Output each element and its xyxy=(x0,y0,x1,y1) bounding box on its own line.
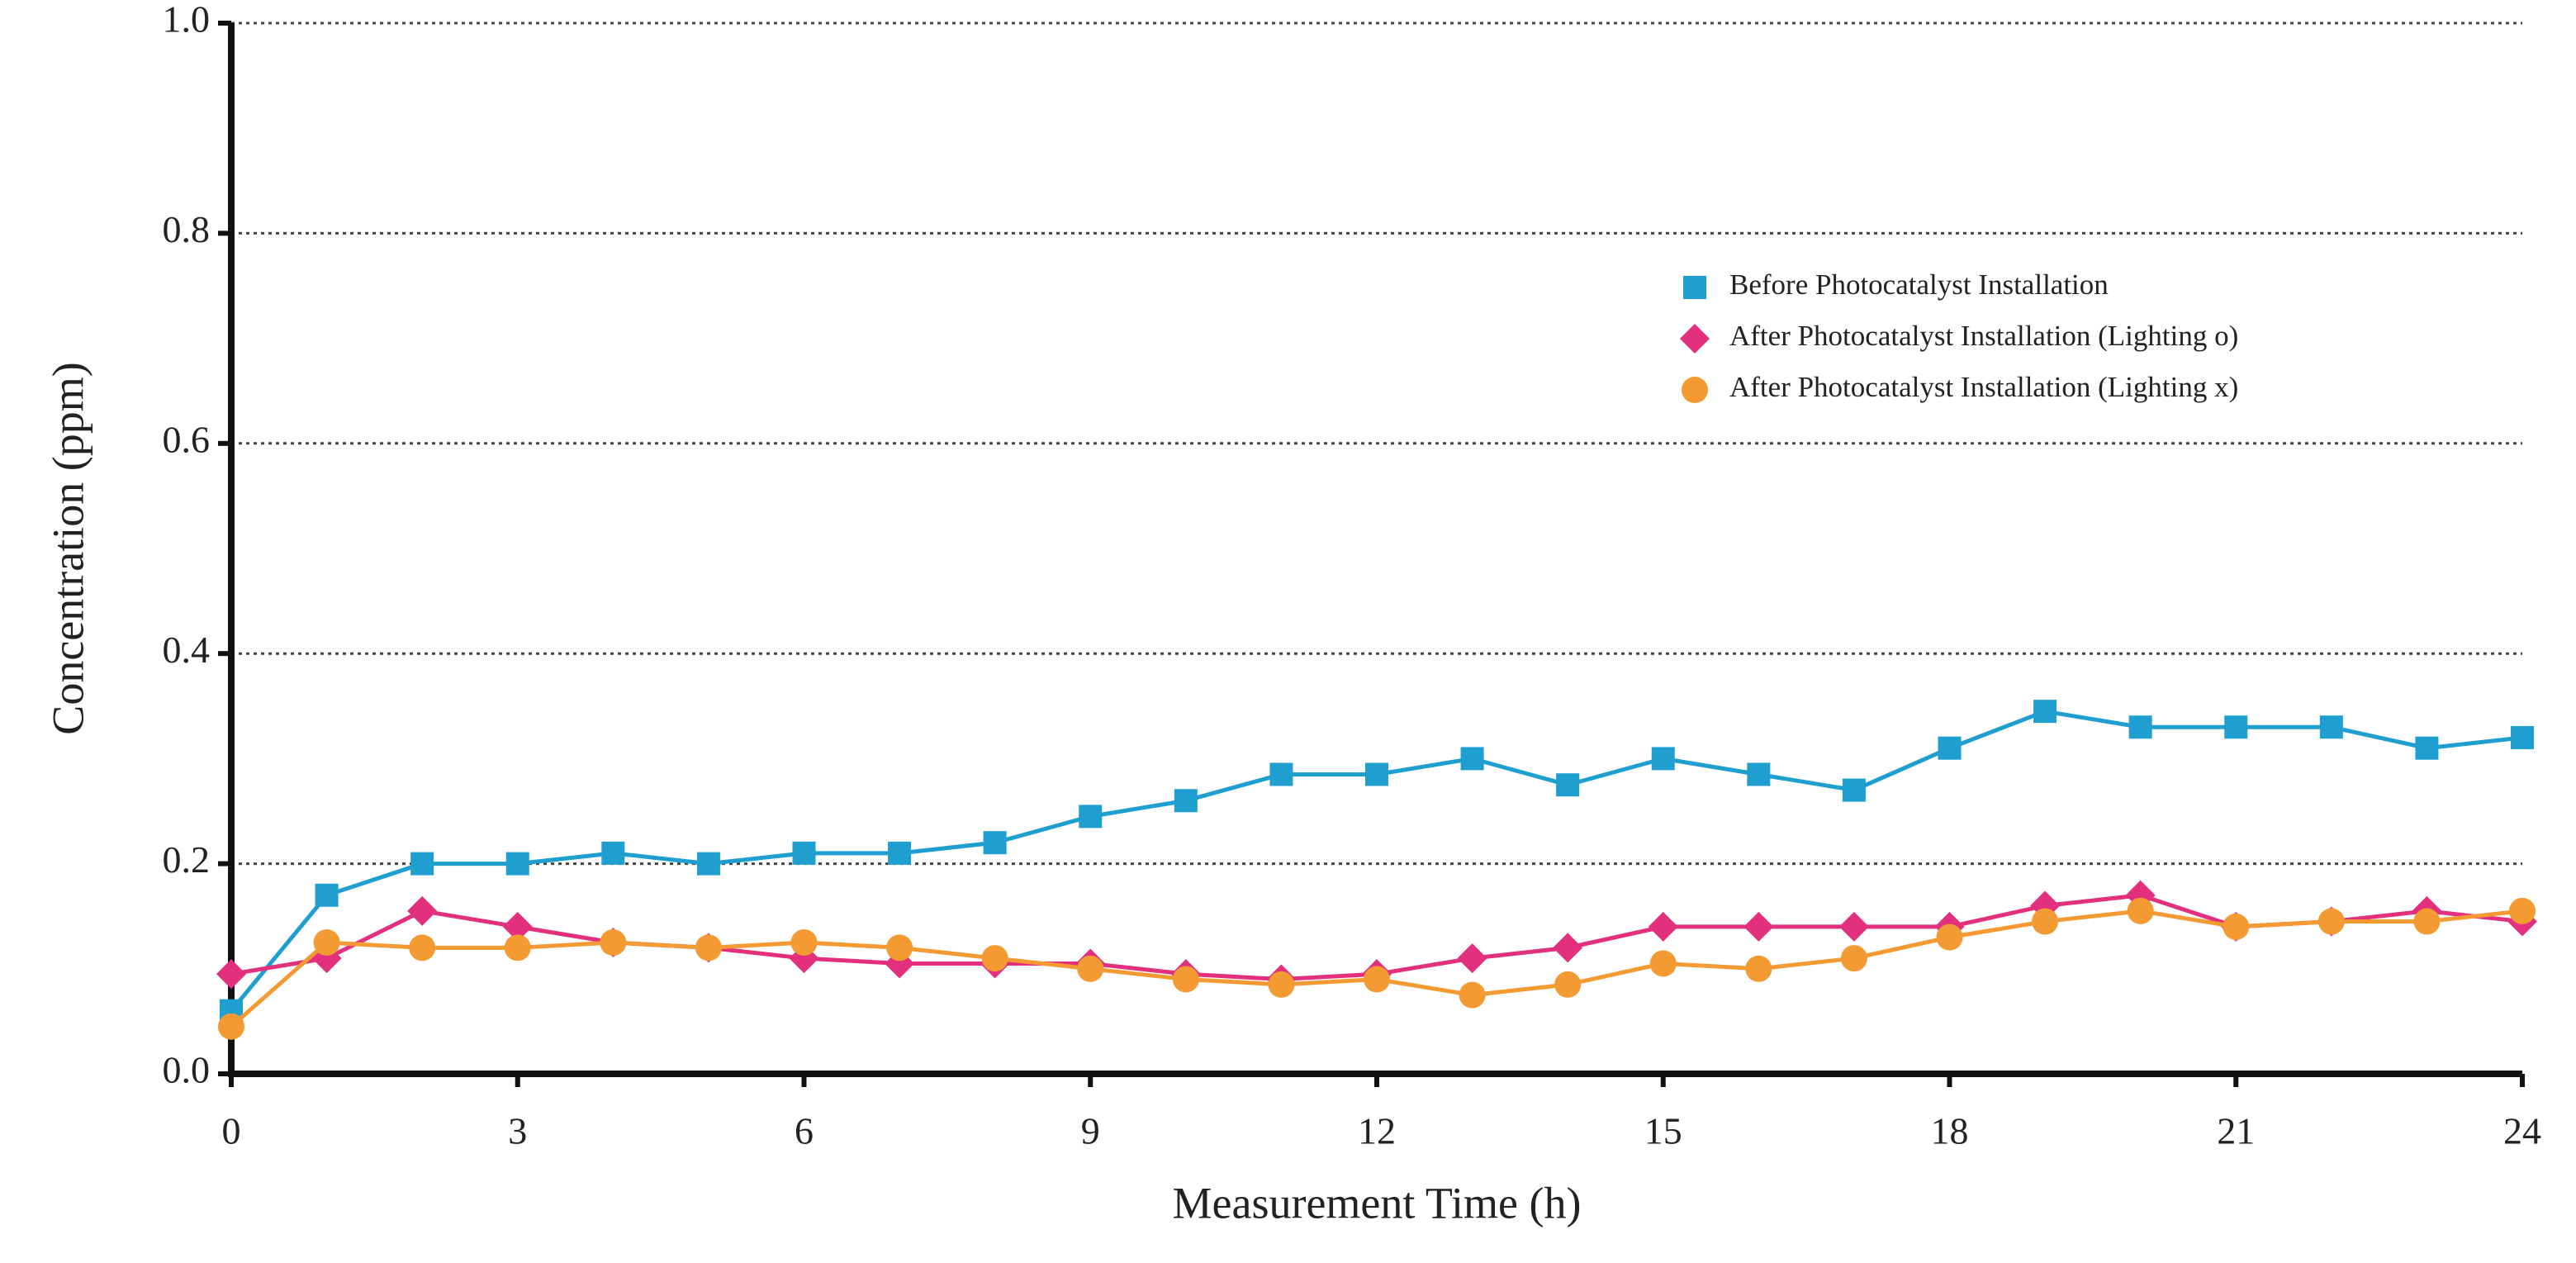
marker xyxy=(2511,725,2534,749)
marker xyxy=(792,841,816,865)
marker xyxy=(1174,789,1198,813)
marker xyxy=(1838,911,1869,942)
y-tick-label: 0.0 xyxy=(163,1049,211,1091)
marker xyxy=(313,929,340,956)
marker xyxy=(1649,950,1677,977)
marker xyxy=(1268,971,1295,998)
marker xyxy=(601,841,625,865)
marker xyxy=(1743,911,1774,942)
marker xyxy=(1745,955,1772,982)
marker xyxy=(790,929,818,956)
marker xyxy=(2032,908,2059,935)
legend-marker xyxy=(1682,377,1708,403)
legend-label: Before Photocatalyst Installation xyxy=(1729,268,2109,301)
x-tick-label: 15 xyxy=(1644,1110,1682,1152)
marker xyxy=(216,959,246,990)
y-tick-label: 0.2 xyxy=(163,838,211,881)
marker xyxy=(1365,762,1388,786)
legend-label: After Photocatalyst Installation (Lighti… xyxy=(1729,320,2238,352)
y-tick-label: 0.8 xyxy=(163,208,211,250)
marker xyxy=(410,852,434,876)
marker xyxy=(1364,966,1390,993)
y-axis-title: Concentration (ppm) xyxy=(43,362,93,734)
marker xyxy=(2509,897,2536,924)
marker xyxy=(1269,762,1293,786)
marker xyxy=(695,934,722,961)
marker xyxy=(600,929,627,956)
y-tick-label: 0.6 xyxy=(163,418,211,460)
marker xyxy=(2319,715,2343,739)
marker xyxy=(1172,966,1199,993)
marker xyxy=(1459,981,1486,1009)
marker xyxy=(409,934,436,961)
marker xyxy=(2223,913,2250,940)
y-tick-label: 0.4 xyxy=(163,629,211,671)
marker xyxy=(505,852,529,876)
marker xyxy=(1938,736,1962,760)
marker xyxy=(886,934,913,961)
marker xyxy=(2415,736,2439,760)
legend-marker xyxy=(1683,276,1706,299)
legend-label: After Photocatalyst Installation (Lighti… xyxy=(1729,371,2238,403)
marker xyxy=(1556,773,1580,797)
x-axis-title: Measurement Time (h) xyxy=(1173,1178,1582,1227)
marker xyxy=(2128,715,2152,739)
marker xyxy=(1651,747,1675,771)
marker xyxy=(1842,778,1866,802)
marker xyxy=(1077,955,1104,982)
legend-marker xyxy=(1680,324,1710,354)
marker xyxy=(696,852,720,876)
marker xyxy=(315,883,339,907)
marker xyxy=(981,945,1008,972)
marker xyxy=(1840,945,1867,972)
marker xyxy=(1457,943,1487,974)
marker xyxy=(407,895,438,926)
marker xyxy=(1553,933,1583,963)
x-tick-label: 24 xyxy=(2503,1110,2541,1152)
x-tick-label: 21 xyxy=(2217,1110,2255,1152)
marker xyxy=(983,831,1007,855)
x-tick-label: 3 xyxy=(508,1110,527,1152)
marker xyxy=(888,841,912,865)
marker xyxy=(1747,762,1771,786)
marker xyxy=(2413,908,2441,935)
x-tick-label: 18 xyxy=(1931,1110,1969,1152)
marker xyxy=(1460,747,1484,771)
marker xyxy=(1554,971,1582,998)
marker xyxy=(1079,805,1103,829)
marker xyxy=(2224,715,2248,739)
x-tick-label: 12 xyxy=(1358,1110,1396,1152)
x-tick-label: 6 xyxy=(795,1110,814,1152)
x-tick-label: 9 xyxy=(1081,1110,1100,1152)
marker xyxy=(1648,911,1678,942)
x-tick-label: 0 xyxy=(222,1110,241,1152)
marker xyxy=(2127,897,2154,924)
marker xyxy=(504,934,531,961)
marker xyxy=(2317,908,2345,935)
marker xyxy=(502,911,533,942)
marker xyxy=(218,1013,244,1040)
y-tick-label: 1.0 xyxy=(163,0,211,40)
marker xyxy=(2033,700,2057,724)
marker xyxy=(1936,924,1963,951)
